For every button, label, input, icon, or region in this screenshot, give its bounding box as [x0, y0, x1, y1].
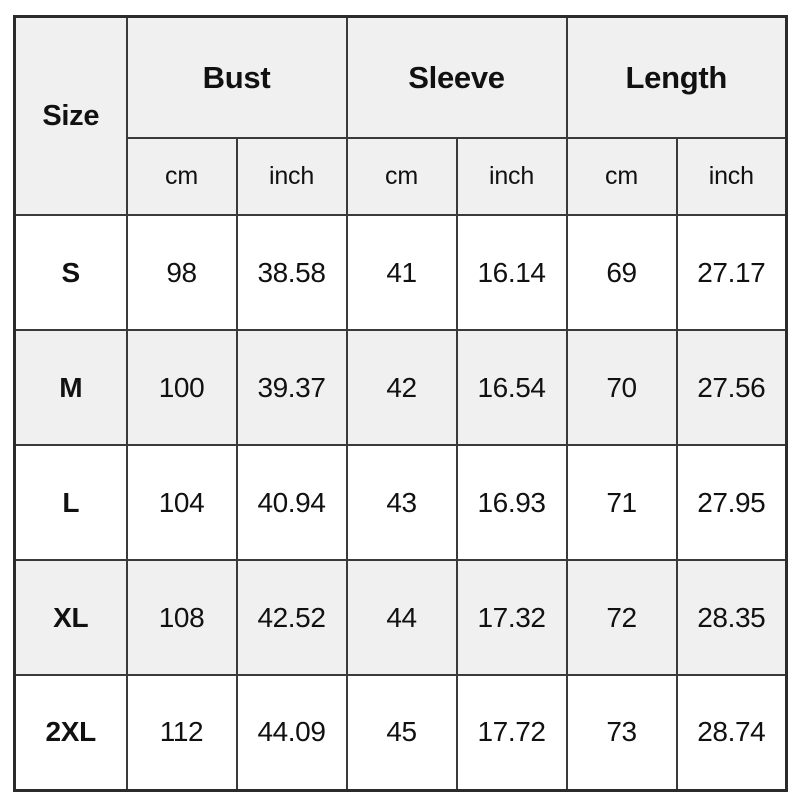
- cell-bust-inch: 38.58: [235, 214, 348, 331]
- cell-sleeve-cm: 43: [345, 444, 458, 561]
- table-row: L 104 40.94 43 16.93 71 27.95: [13, 444, 788, 561]
- table-row: M 100 39.37 42 16.54 70 27.56: [13, 329, 788, 446]
- cell-length-cm: 71: [565, 444, 678, 561]
- cell-sleeve-inch: 17.72: [455, 674, 568, 791]
- unit-header-sleeve-cm: cm: [345, 137, 458, 216]
- column-header-sleeve: Sleeve: [345, 15, 568, 139]
- column-header-length: Length: [565, 15, 788, 139]
- cell-bust-cm: 112: [125, 674, 238, 791]
- cell-bust-inch: 40.94: [235, 444, 348, 561]
- cell-bust-cm: 100: [125, 329, 238, 446]
- size-chart-table: Size Bust Sleeve Length cm inch cm inch …: [13, 15, 789, 792]
- cell-sleeve-cm: 44: [345, 559, 458, 676]
- cell-bust-cm: 98: [125, 214, 238, 331]
- unit-header-bust-inch: inch: [235, 137, 348, 216]
- table-header: Size Bust Sleeve Length cm inch cm inch …: [13, 15, 788, 216]
- cell-sleeve-cm: 41: [345, 214, 458, 331]
- unit-header-length-cm: cm: [565, 137, 678, 216]
- header-unit-row: cm inch cm inch cm inch: [15, 137, 788, 216]
- cell-length-cm: 69: [565, 214, 678, 331]
- unit-header-bust-cm: cm: [125, 137, 238, 216]
- column-header-size: Size: [13, 15, 128, 216]
- unit-header-sleeve-inch: inch: [455, 137, 568, 216]
- table-row: 2XL 112 44.09 45 17.72 73 28.74: [13, 674, 788, 791]
- table-row: S 98 38.58 41 16.14 69 27.17: [13, 214, 788, 331]
- cell-sleeve-cm: 42: [345, 329, 458, 446]
- header-group-row: Size Bust Sleeve Length: [13, 15, 788, 216]
- cell-sleeve-inch: 17.32: [455, 559, 568, 676]
- cell-size: L: [13, 444, 128, 561]
- cell-sleeve-inch: 16.14: [455, 214, 568, 331]
- cell-size: 2XL: [13, 674, 128, 791]
- cell-length-inch: 28.74: [675, 674, 788, 791]
- unit-header-length-inch: inch: [675, 137, 788, 216]
- cell-bust-cm: 108: [125, 559, 238, 676]
- cell-sleeve-cm: 45: [345, 674, 458, 791]
- table-row: XL 108 42.52 44 17.32 72 28.35: [13, 559, 788, 676]
- cell-length-cm: 70: [565, 329, 678, 446]
- cell-length-inch: 27.56: [675, 329, 788, 446]
- cell-size: M: [13, 329, 128, 446]
- table-body: S 98 38.58 41 16.14 69 27.17 M 100 39.37…: [13, 214, 788, 791]
- cell-length-inch: 27.17: [675, 214, 788, 331]
- cell-sleeve-inch: 16.54: [455, 329, 568, 446]
- cell-length-cm: 72: [565, 559, 678, 676]
- cell-length-inch: 27.95: [675, 444, 788, 561]
- cell-sleeve-inch: 16.93: [455, 444, 568, 561]
- cell-bust-cm: 104: [125, 444, 238, 561]
- cell-size: XL: [13, 559, 128, 676]
- cell-length-cm: 73: [565, 674, 678, 791]
- column-header-bust: Bust: [125, 15, 348, 139]
- cell-bust-inch: 44.09: [235, 674, 348, 791]
- cell-length-inch: 28.35: [675, 559, 788, 676]
- cell-size: S: [13, 214, 128, 331]
- cell-bust-inch: 42.52: [235, 559, 348, 676]
- cell-bust-inch: 39.37: [235, 329, 348, 446]
